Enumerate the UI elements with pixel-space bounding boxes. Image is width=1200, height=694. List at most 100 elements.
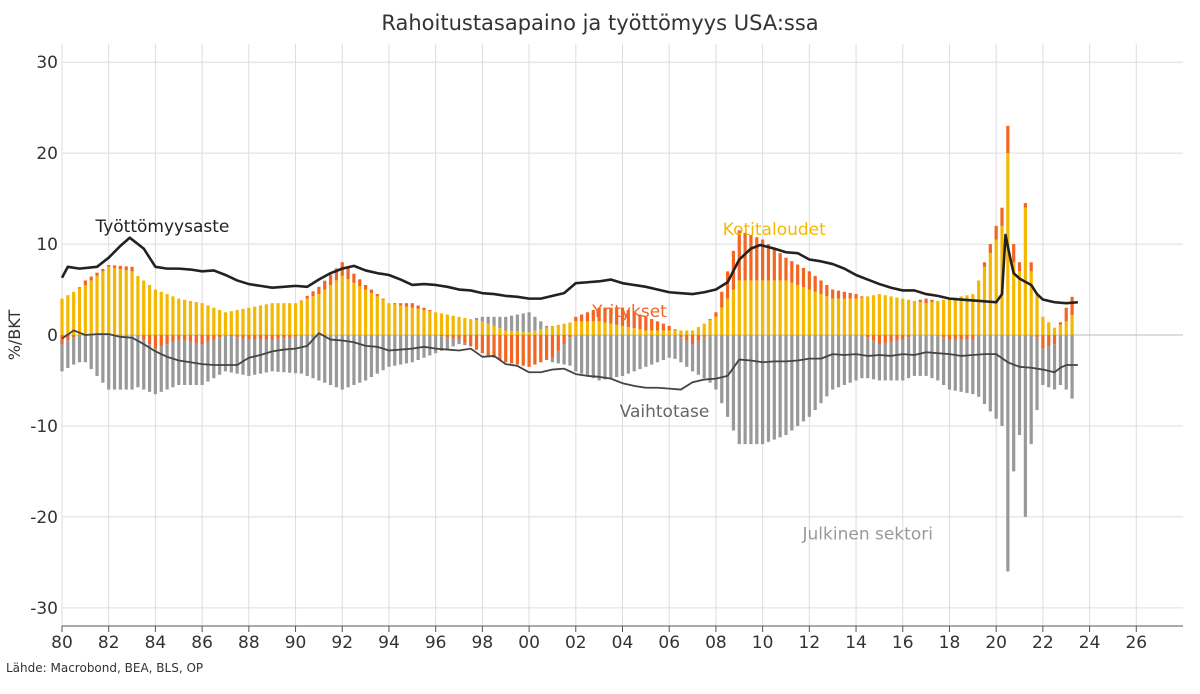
line-series [60,233,1079,391]
bar-segment [188,341,193,386]
bar-segment [673,335,677,359]
bar-segment [66,295,70,335]
bar-segment [603,307,607,323]
bar-segment [942,299,946,335]
bar-segment [305,298,309,336]
bar-segment [381,299,385,335]
bar-segment [1041,335,1045,349]
bar-segment [492,325,496,335]
bar-segment [784,280,788,335]
bar-segment [404,303,409,307]
bar-segment [130,266,134,272]
bar-segment [965,335,969,340]
x-tick-label: 12 [799,633,821,653]
bar-segment [778,280,782,335]
bar-segment [632,335,636,372]
bar-segment [328,284,333,335]
bar-segment [136,335,140,388]
bar-segment [200,303,204,335]
bar-segment [153,335,158,349]
x-tick-label: 96 [425,633,447,653]
bar-segment [317,335,321,381]
bar-segment [807,271,811,290]
bar-segment [1052,327,1057,335]
bar-segment [334,280,339,335]
bar-segment [1017,262,1022,272]
bar-segment [1047,322,1051,335]
bar-segment [258,335,263,340]
bar-segment [147,335,152,345]
bar-segment [580,314,584,322]
bar-segment [591,309,595,322]
bar-segment [871,335,876,341]
bar-segment [177,298,181,336]
bar-segment [866,335,870,338]
bar-segment [235,335,239,338]
bar-segment [457,316,461,335]
bar-segment [95,272,99,276]
bar-segment [796,284,800,335]
bar-segment [860,297,864,335]
bar-segment [813,335,817,411]
bar-segment [994,335,998,419]
bar-segment [848,298,852,336]
bar-segment [585,312,590,322]
bar-segment [562,335,566,345]
annotation-label: Yritykset [591,302,667,322]
bar-segment [486,316,490,324]
bar-segment [428,309,432,312]
bar-segment [901,298,905,336]
bar-segment [439,336,444,351]
bar-segment [393,303,397,305]
bar-segment [831,298,835,336]
bar-segment [655,321,660,331]
bar-segment [737,280,741,335]
x-tick-label: 84 [145,633,167,653]
bar-segment [626,309,630,328]
x-tick-label: 22 [1032,633,1054,653]
bar-segment [1058,335,1062,386]
bar-segment [323,280,327,290]
bar-segment [521,331,525,335]
bar-segment [1041,316,1045,335]
bar-segment [708,335,712,383]
bar-segment [480,321,484,335]
bar-segment [112,335,117,390]
bar-segment [755,335,759,445]
bar-segment [831,289,835,299]
bar-segment [556,350,560,364]
bar-segment [866,296,870,335]
bar-segment [953,339,957,391]
bar-segment [679,335,683,338]
bar-segment [422,307,426,310]
bar-segment [253,335,257,340]
bar-segment [854,298,858,336]
bar-segment [200,335,204,345]
bar-segment [632,312,636,329]
bar-segment [1012,335,1016,472]
bar-segment [918,302,922,335]
bar-segment [930,335,934,379]
bar-segment [258,305,263,335]
y-tick-label: -30 [30,599,58,619]
y-tick-label: -20 [30,508,58,528]
annotations: Työttömyysaste Kotitaloudet Yritykset Vaiht… [94,217,932,544]
bar-segment [947,339,952,390]
bar-segment [474,335,479,350]
bar-segment [842,335,846,386]
bar-segment [83,335,87,363]
bar-segment [971,335,975,340]
bar-segment [626,335,630,374]
x-tick-label: 06 [658,633,680,653]
x-tick-label: 90 [285,633,307,653]
bar-segment [673,330,677,335]
bar-segment [895,335,899,341]
bar-segment [375,296,379,335]
bar-segment [194,302,198,335]
x-tick-label: 82 [98,633,120,653]
bar-segment [942,337,946,386]
bar-segment [743,232,747,281]
bar-segment [906,299,911,335]
bar-segment [107,264,111,267]
